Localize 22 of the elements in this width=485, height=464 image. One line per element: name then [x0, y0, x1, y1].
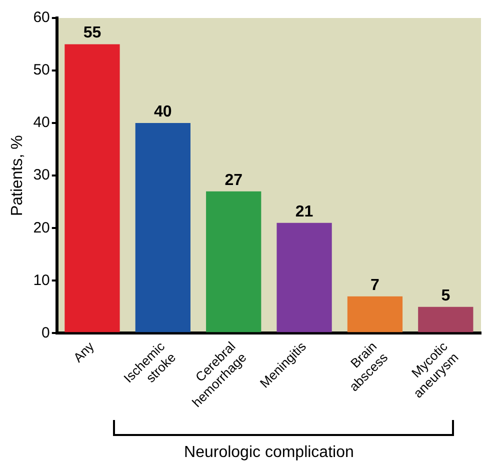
data-label: 40 [154, 103, 172, 120]
bar [276, 222, 332, 332]
data-label: 7 [370, 276, 380, 294]
x-axis-title: Neurologic complication [184, 444, 354, 461]
data-label: 27 [224, 172, 243, 189]
y-tick-label: 30 [33, 166, 50, 184]
data-label: 55 [83, 24, 102, 42]
bar [135, 123, 190, 332]
y-tick-label: 40 [33, 114, 50, 132]
y-tick-label: 20 [33, 219, 50, 236]
bar [206, 191, 262, 332]
bar [347, 296, 403, 332]
x-tick-label: Any [70, 338, 98, 366]
y-tick-label: 10 [33, 272, 50, 289]
data-label: 5 [441, 287, 450, 304]
y-tick-label: 0 [42, 324, 50, 342]
y-axis-title: Patients, % [9, 135, 26, 216]
bar [418, 306, 474, 332]
y-tick-label: 50 [33, 62, 50, 79]
y-tick-label: 60 [33, 9, 50, 26]
data-label: 21 [295, 203, 314, 220]
bar [64, 44, 120, 332]
